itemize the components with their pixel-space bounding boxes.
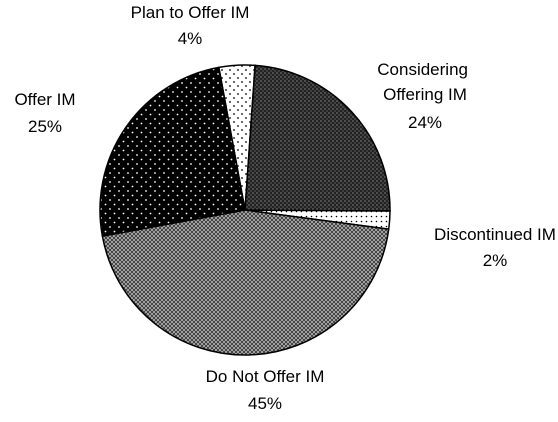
slice-label: Discontinued IM bbox=[434, 225, 556, 244]
pie bbox=[99, 64, 391, 356]
slice-value-label: 45% bbox=[248, 394, 282, 413]
slice-value-label: 4% bbox=[178, 29, 203, 48]
slice-label: Plan to Offer IM bbox=[131, 3, 250, 22]
slice-value-label: 25% bbox=[28, 117, 62, 136]
slice-label: Offer IM bbox=[14, 90, 75, 109]
pie-slice bbox=[101, 209, 390, 356]
pie-slice bbox=[99, 66, 246, 238]
pie-slice bbox=[244, 64, 391, 212]
slice-label: Do Not Offer IM bbox=[206, 367, 325, 386]
slice-value-label: 24% bbox=[408, 113, 442, 132]
slice-label: Considering Offering IM bbox=[377, 60, 472, 104]
labels: Plan to Offer IM 4% Considering Offering I… bbox=[14, 3, 555, 413]
slice-value-label: 2% bbox=[483, 251, 508, 270]
